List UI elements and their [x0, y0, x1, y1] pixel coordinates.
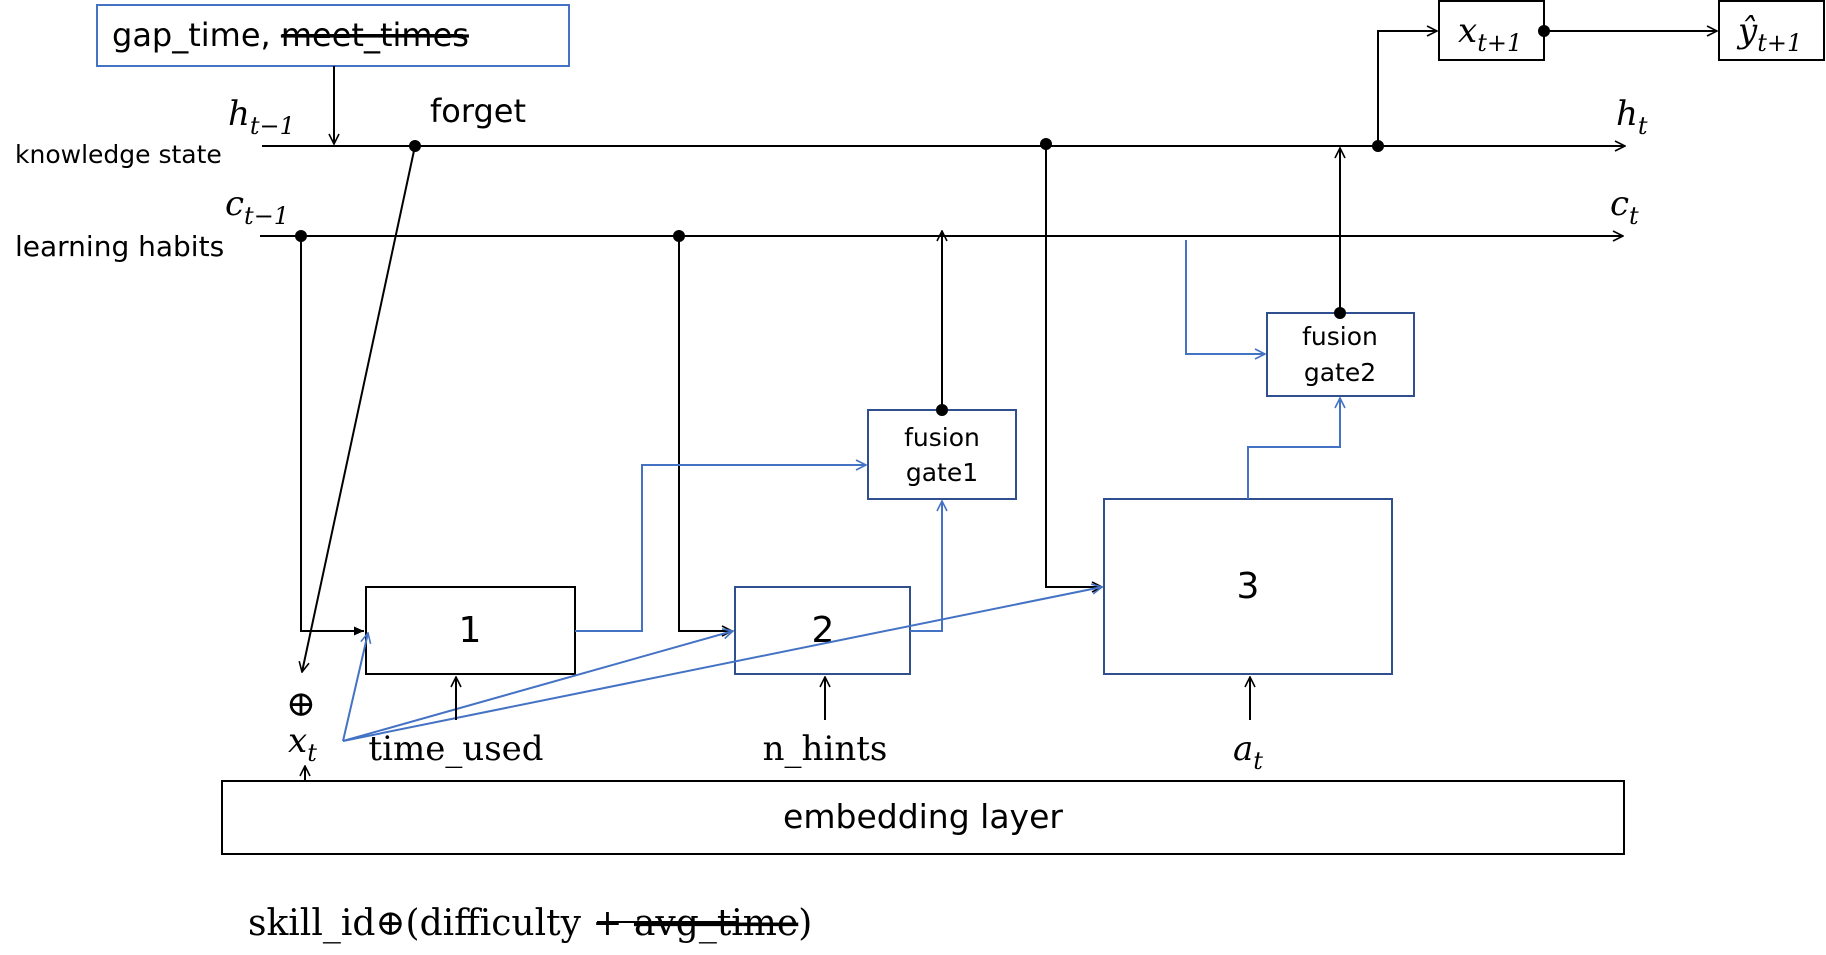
next-y-box: ŷt+1	[1718, 0, 1825, 61]
forget-junction	[409, 140, 421, 152]
block-1-label: 1	[459, 610, 482, 651]
bottom-formula-suffix: )	[798, 903, 812, 944]
fusion-gate-1: fusion gate1	[867, 409, 1017, 500]
forget-label: forget	[430, 92, 526, 130]
h-t-minus-1-label: ht−1	[228, 94, 295, 140]
avg-time-struck: avg_time	[634, 903, 798, 944]
knowledge-state-label: knowledge state	[15, 140, 222, 169]
learning-habits-label: learning habits	[15, 230, 224, 263]
habits-to-fusion2-arrow	[1185, 240, 1265, 354]
a-t-label: at	[1233, 729, 1263, 775]
bottom-formula-prefix: skill_id⊕(difficulty +	[248, 903, 634, 944]
knowledge-to-next-x-arrow	[1377, 31, 1437, 146]
next-y-label: ŷt+1	[1736, 11, 1802, 57]
fusion-gate-1-line2: gate1	[906, 458, 978, 487]
bottom-formula: skill_id⊕(difficulty + avg_time)	[248, 903, 812, 944]
next-x-box: xt+1	[1438, 0, 1545, 61]
n-hints-label: n_hints	[763, 729, 888, 769]
block-2: 2	[734, 586, 911, 675]
fusion-gate-1-line1: fusion	[904, 423, 980, 452]
time-used-label: time_used	[368, 729, 543, 769]
block-3: 3	[1103, 498, 1393, 675]
gap-time-label: gap_time,	[112, 16, 281, 54]
c-t-label: ct	[1610, 184, 1639, 230]
next-x-label: xt+1	[1458, 11, 1522, 57]
xt-to-block3-arrow	[342, 587, 1102, 742]
block-2-label: 2	[812, 610, 835, 651]
block1-to-fusion1-arrow	[575, 465, 866, 632]
c-t-minus-1-label: ct−1	[225, 184, 289, 230]
fusion-gate-2-line2: gate2	[1304, 358, 1376, 387]
h-t-label: ht	[1616, 94, 1648, 140]
fusion-gate-2: fusion gate2	[1266, 312, 1415, 397]
x-t-label: xt	[288, 721, 317, 767]
fusion-gate-2-line1: fusion	[1302, 322, 1378, 351]
combine-symbol: ⊕	[286, 684, 316, 725]
xt-to-block2-arrow	[342, 631, 733, 742]
block-1: 1	[365, 586, 576, 675]
xt-to-block1-arrow	[342, 633, 368, 742]
block-3-label: 3	[1237, 566, 1260, 607]
forget-arrow	[302, 145, 416, 672]
habits-to-block2-arrow	[678, 236, 732, 631]
gap-time-box: gap_time, meet_times	[96, 4, 570, 67]
habits-to-block1-arrow	[300, 236, 364, 636]
block3-to-fusion2-arrow	[1247, 398, 1340, 499]
embedding-layer-label: embedding layer	[783, 797, 1063, 836]
block2-to-fusion1-arrow	[910, 501, 942, 632]
knowledge-to-block3-arrow	[1045, 144, 1102, 587]
embedding-layer: embedding layer	[221, 780, 1625, 855]
